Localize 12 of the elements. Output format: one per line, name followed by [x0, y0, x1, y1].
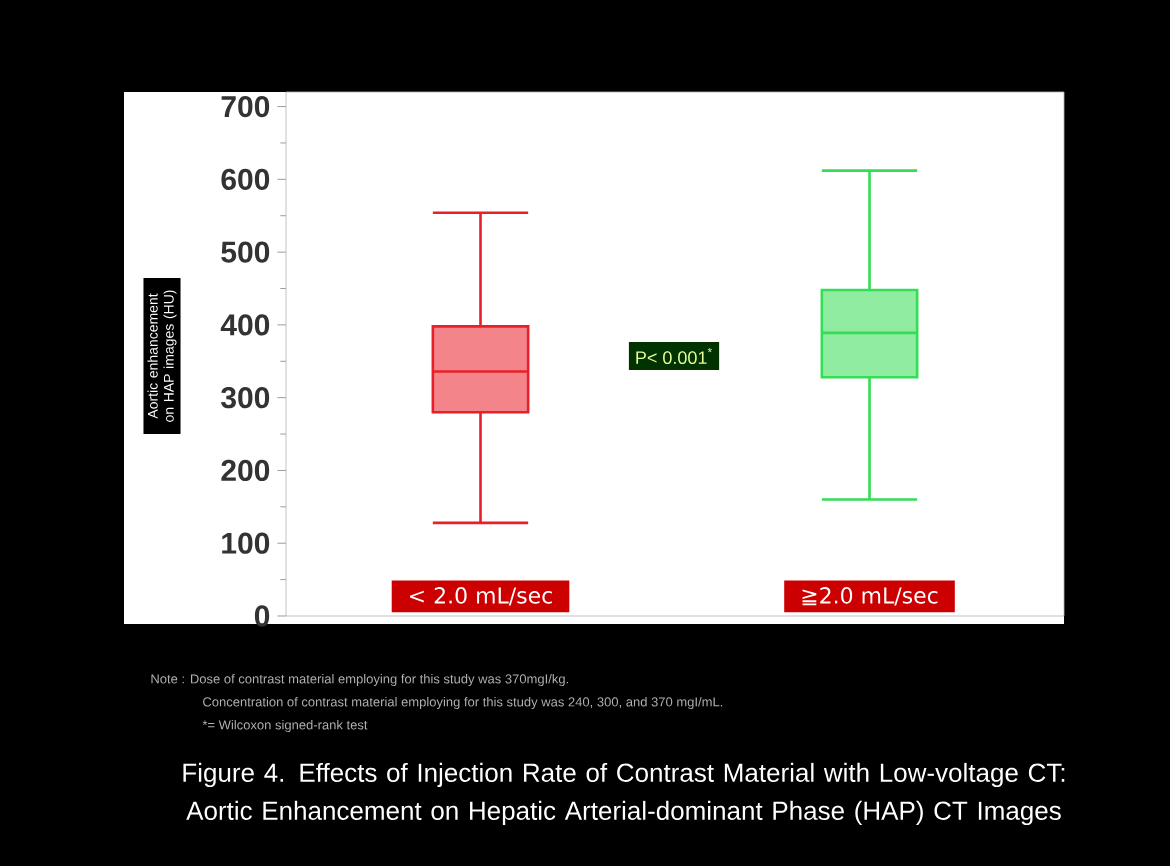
annotation: P< 0.001$^{*}$: [636, 347, 712, 365]
y-tick-label: 400: [220, 314, 270, 336]
text: Figure 4. Effects of Injection Rate of Contrast Material with Low-voltage CT: Aortic Enhancement on Hepatic Arterial-dominant Phase (HAP) CT Images: [183, 762, 1065, 826]
x-tick-label: ≧2.0 mL/sec: [802, 587, 938, 606]
y-tick-label: 0: [254, 605, 270, 627]
y-tick-label: 700: [221, 95, 270, 118]
y-tick-label: 100: [222, 532, 270, 554]
y-tick-label: 500: [221, 241, 270, 263]
x-tick-label: < 2.0 mL/sec: [410, 587, 552, 606]
y-tick-label: 200: [221, 459, 270, 482]
y-tick-label: 600: [221, 168, 270, 190]
y-tick-label: 300: [221, 387, 270, 409]
